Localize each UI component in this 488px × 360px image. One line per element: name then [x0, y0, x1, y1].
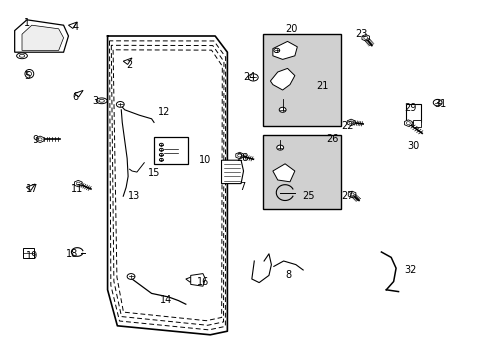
Bar [412, 120, 420, 127]
Text: 24: 24 [243, 72, 255, 82]
Polygon shape [15, 20, 68, 52]
Polygon shape [361, 35, 369, 41]
Circle shape [348, 121, 352, 124]
Text: 2: 2 [126, 60, 132, 70]
Polygon shape [221, 160, 243, 184]
Polygon shape [185, 276, 194, 282]
Circle shape [248, 74, 258, 81]
Polygon shape [272, 164, 294, 182]
Text: 13: 13 [128, 191, 141, 201]
Text: 27: 27 [340, 191, 353, 201]
Text: 23: 23 [355, 29, 367, 39]
Polygon shape [36, 136, 44, 143]
Circle shape [76, 182, 80, 185]
Bar [23, 248, 34, 258]
Ellipse shape [25, 69, 34, 78]
Circle shape [159, 143, 163, 146]
Circle shape [279, 107, 285, 112]
Text: 29: 29 [404, 103, 416, 113]
Text: 21: 21 [316, 81, 328, 91]
Circle shape [127, 274, 135, 279]
Polygon shape [74, 180, 82, 187]
Polygon shape [68, 22, 77, 28]
Bar [154, 137, 188, 164]
Ellipse shape [27, 72, 31, 76]
Ellipse shape [17, 53, 27, 59]
Text: 22: 22 [340, 121, 353, 131]
Text: 11: 11 [71, 184, 83, 194]
Text: 32: 32 [404, 265, 416, 275]
Text: 28: 28 [235, 153, 248, 163]
Circle shape [432, 99, 441, 106]
Circle shape [349, 193, 353, 196]
Text: 25: 25 [301, 191, 314, 201]
Bar [263, 135, 341, 209]
Circle shape [159, 158, 163, 161]
Polygon shape [346, 119, 354, 126]
Text: 5: 5 [24, 71, 30, 81]
Circle shape [38, 138, 42, 141]
Text: 20: 20 [284, 24, 297, 34]
Polygon shape [270, 68, 294, 90]
Polygon shape [123, 58, 132, 64]
Circle shape [159, 153, 163, 156]
Circle shape [237, 154, 241, 157]
Circle shape [363, 36, 367, 39]
Text: 4: 4 [73, 22, 79, 32]
Text: 30: 30 [406, 141, 419, 151]
Bar [263, 34, 341, 126]
Circle shape [273, 48, 279, 53]
Text: 3: 3 [92, 96, 98, 106]
Polygon shape [404, 120, 411, 126]
Ellipse shape [19, 54, 24, 57]
Polygon shape [26, 184, 35, 190]
Circle shape [116, 102, 124, 107]
Text: 7: 7 [239, 182, 244, 192]
Text: 15: 15 [147, 168, 160, 178]
Bar [405, 104, 420, 122]
Text: 6: 6 [73, 92, 79, 102]
Polygon shape [22, 25, 63, 50]
Text: 9: 9 [32, 135, 38, 145]
Polygon shape [272, 41, 297, 59]
Polygon shape [74, 90, 83, 97]
Polygon shape [190, 274, 205, 286]
Circle shape [276, 145, 283, 150]
Text: 10: 10 [199, 155, 211, 165]
Text: 8: 8 [285, 270, 291, 280]
Text: 16: 16 [196, 276, 209, 287]
Text: 19: 19 [25, 251, 38, 261]
Text: 17: 17 [25, 184, 38, 194]
Text: 1: 1 [24, 18, 30, 28]
Text: 31: 31 [433, 99, 446, 109]
Text: 12: 12 [157, 107, 170, 117]
Ellipse shape [96, 98, 107, 104]
Circle shape [406, 122, 409, 125]
Polygon shape [235, 152, 243, 159]
Text: 18: 18 [66, 249, 79, 259]
Circle shape [159, 148, 163, 151]
Text: 14: 14 [160, 294, 172, 305]
Ellipse shape [99, 99, 104, 102]
Polygon shape [347, 191, 355, 198]
Text: 26: 26 [325, 134, 338, 144]
